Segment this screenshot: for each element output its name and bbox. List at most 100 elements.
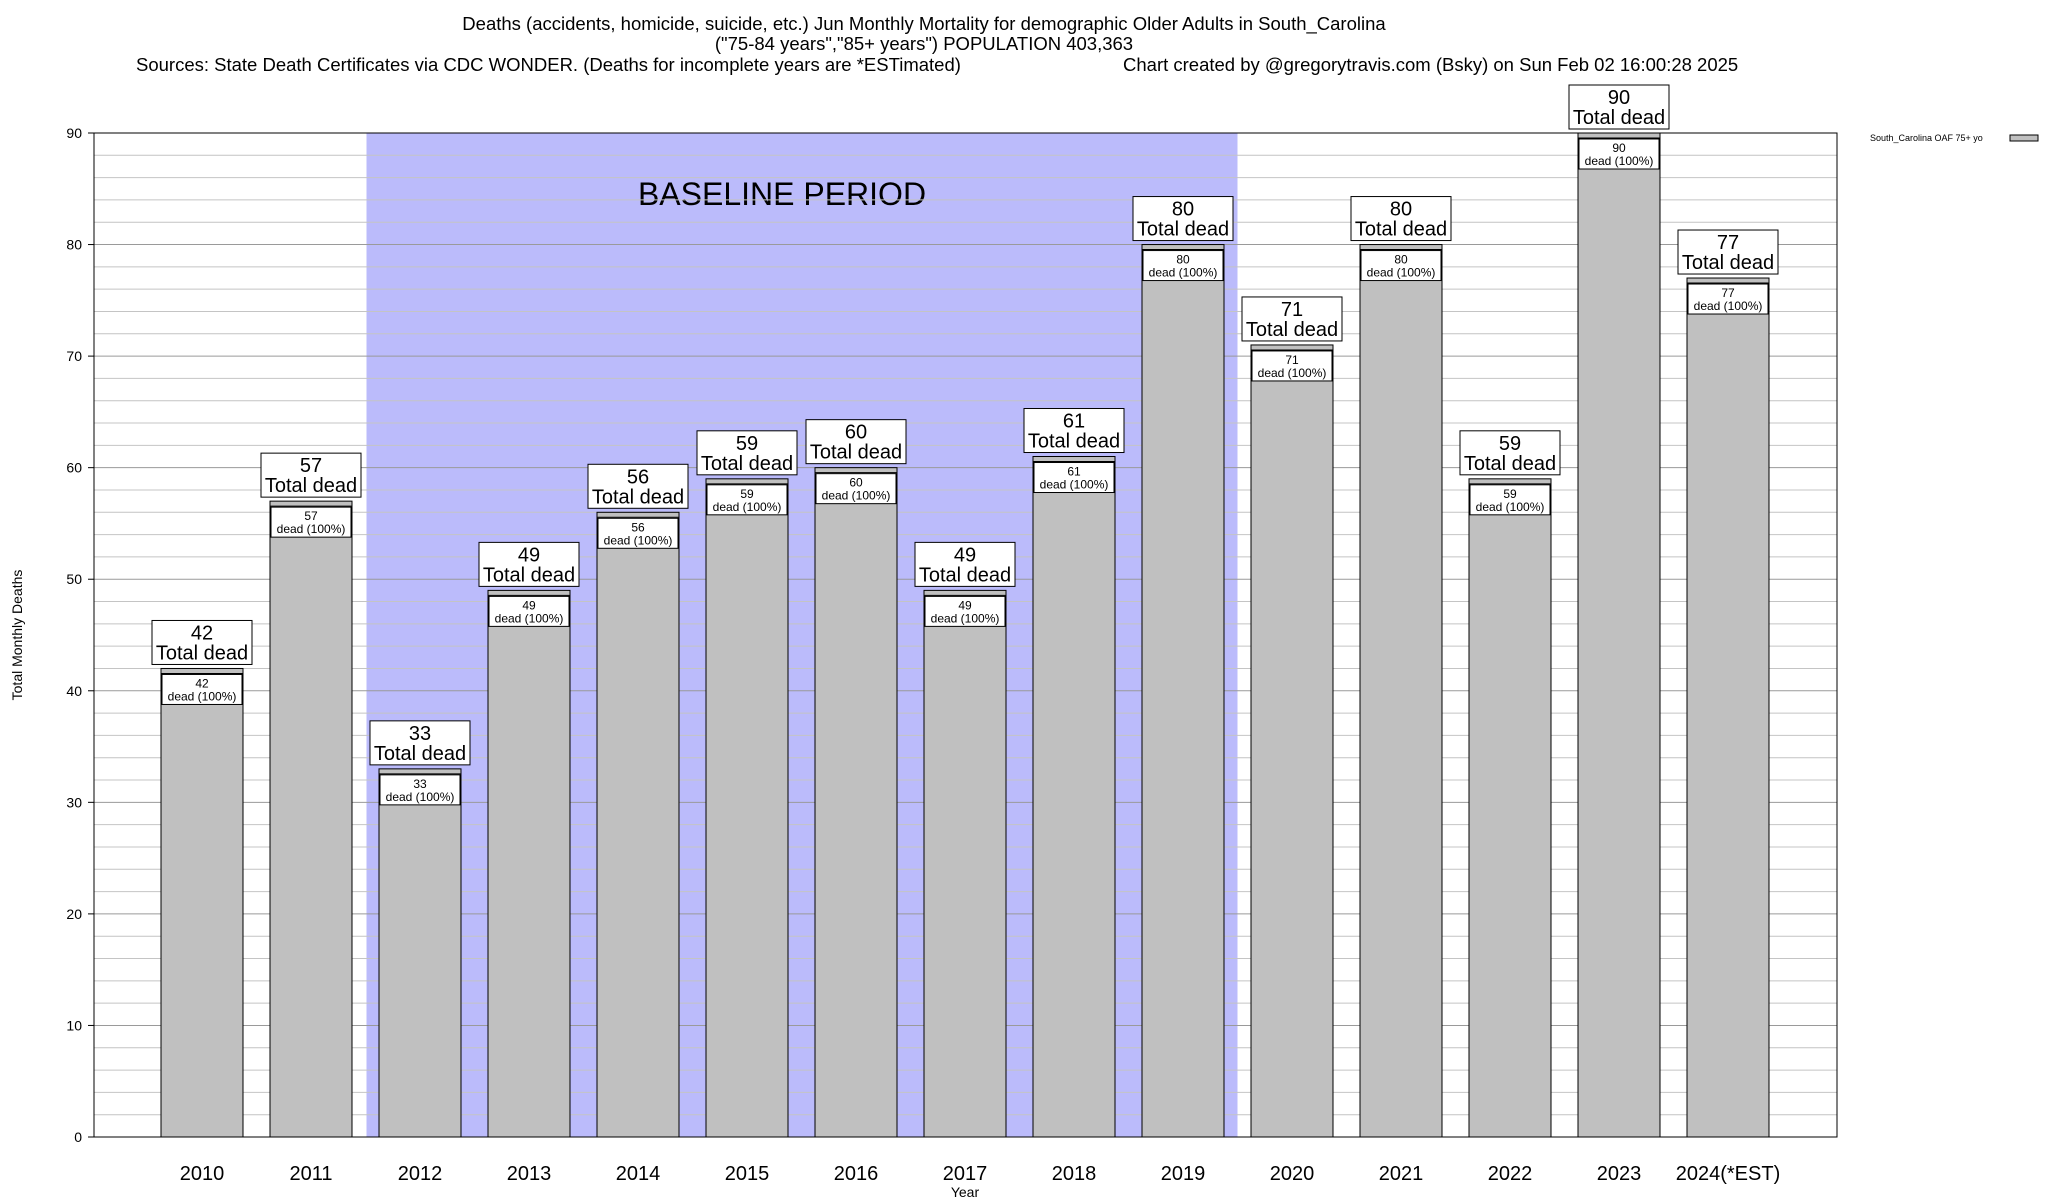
y-tick-label: 0 bbox=[74, 1129, 82, 1145]
inner-value-label: 59 bbox=[740, 487, 754, 501]
inner-label-box bbox=[815, 473, 897, 505]
total-dead-label: Total dead bbox=[1246, 319, 1338, 341]
total-label-box bbox=[1677, 229, 1779, 275]
inner-value-label: 80 bbox=[1394, 253, 1408, 267]
inner-value-label: 61 bbox=[1067, 465, 1081, 479]
bar-2019 bbox=[1141, 244, 1225, 1138]
bar-2016 bbox=[814, 467, 898, 1138]
total-value-label: 90 bbox=[1608, 87, 1630, 109]
total-value-label: 80 bbox=[1390, 199, 1412, 221]
inner-label-box bbox=[1033, 462, 1115, 494]
inner-percent-label: dead (100%) bbox=[822, 489, 891, 503]
total-label-box bbox=[478, 541, 580, 587]
inner-percent-label: dead (100%) bbox=[1694, 299, 1763, 313]
total-dead-label: Total dead bbox=[1573, 107, 1665, 129]
y-tick-label: 30 bbox=[66, 794, 82, 810]
inner-label-box bbox=[1251, 350, 1333, 382]
total-dead-label: Total dead bbox=[919, 564, 1011, 586]
inner-percent-label: dead (100%) bbox=[386, 790, 455, 804]
x-tick-label: 2016 bbox=[834, 1163, 879, 1185]
y-tick-label: 40 bbox=[66, 683, 82, 699]
plot-frame bbox=[93, 132, 1838, 1138]
total-label-box bbox=[1023, 408, 1125, 454]
bar-2014 bbox=[596, 511, 680, 1138]
inner-value-label: 42 bbox=[195, 676, 209, 690]
inner-percent-label: dead (100%) bbox=[168, 689, 237, 703]
bar-2023 bbox=[1577, 132, 1661, 1138]
total-dead-label: Total dead bbox=[810, 442, 902, 464]
total-label-box bbox=[151, 619, 253, 665]
total-value-label: 49 bbox=[518, 544, 540, 566]
inner-label-box bbox=[1578, 138, 1660, 170]
total-value-label: 71 bbox=[1281, 299, 1303, 321]
inner-label-box bbox=[1469, 484, 1551, 516]
x-tick-label: 2019 bbox=[1161, 1163, 1206, 1185]
inner-percent-label: dead (100%) bbox=[713, 500, 782, 514]
total-label-box bbox=[805, 419, 907, 465]
inner-label-box bbox=[597, 517, 679, 549]
total-label-box bbox=[260, 452, 362, 498]
inner-percent-label: dead (100%) bbox=[1149, 266, 1218, 280]
total-label-box bbox=[696, 430, 798, 476]
total-dead-label: Total dead bbox=[701, 453, 793, 475]
total-label-box bbox=[369, 720, 471, 766]
total-dead-label: Total dead bbox=[1355, 219, 1447, 241]
inner-label-box bbox=[1142, 250, 1224, 282]
legend-swatch bbox=[2009, 134, 2039, 142]
x-tick-label: 2021 bbox=[1379, 1163, 1424, 1185]
total-dead-label: Total dead bbox=[156, 642, 248, 664]
total-label-box bbox=[1568, 84, 1670, 130]
x-tick-label: 2022 bbox=[1488, 1163, 1533, 1185]
legend-entry-label: South_Carolina OAF 75+ yo bbox=[1870, 133, 1983, 143]
inner-percent-label: dead (100%) bbox=[604, 533, 673, 547]
inner-value-label: 71 bbox=[1285, 353, 1299, 367]
y-tick-label: 60 bbox=[66, 460, 82, 476]
bar-2021 bbox=[1359, 244, 1443, 1138]
inner-value-label: 80 bbox=[1176, 253, 1190, 267]
bar-2017 bbox=[923, 589, 1007, 1138]
x-tick-label: 2010 bbox=[180, 1163, 225, 1185]
inner-percent-label: dead (100%) bbox=[277, 522, 346, 536]
x-tick-label: 2017 bbox=[943, 1163, 988, 1185]
total-label-box bbox=[587, 463, 689, 509]
y-tick-label: 70 bbox=[66, 348, 82, 364]
total-label-box bbox=[1350, 196, 1452, 242]
total-value-label: 49 bbox=[954, 544, 976, 566]
x-tick-label: 2023 bbox=[1597, 1163, 1642, 1185]
bar-2015 bbox=[705, 478, 789, 1138]
total-dead-label: Total dead bbox=[374, 743, 466, 765]
y-tick-label: 50 bbox=[66, 571, 82, 587]
y-tick-label: 20 bbox=[66, 906, 82, 922]
x-tick-label: 2015 bbox=[725, 1163, 770, 1185]
inner-value-label: 49 bbox=[958, 598, 972, 612]
x-tick-label: 2024(*EST) bbox=[1676, 1163, 1781, 1185]
y-tick-label: 90 bbox=[66, 125, 82, 141]
total-dead-label: Total dead bbox=[1137, 219, 1229, 241]
chart-subtitle: ("75-84 years","85+ years") POPULATION 4… bbox=[714, 33, 1134, 54]
total-value-label: 57 bbox=[300, 455, 322, 477]
inner-value-label: 77 bbox=[1721, 286, 1735, 300]
total-value-label: 77 bbox=[1717, 232, 1739, 254]
x-tick-label: 2018 bbox=[1052, 1163, 1097, 1185]
inner-percent-label: dead (100%) bbox=[1476, 500, 1545, 514]
x-tick-label: 2012 bbox=[398, 1163, 443, 1185]
x-axis-title: Year bbox=[951, 1184, 980, 1200]
bar-2013 bbox=[487, 589, 571, 1138]
inner-value-label: 60 bbox=[849, 476, 863, 490]
inner-label-box bbox=[161, 673, 243, 705]
inner-label-box bbox=[1360, 250, 1442, 282]
total-label-box bbox=[1132, 196, 1234, 242]
inner-value-label: 33 bbox=[413, 777, 427, 791]
chart-title: Deaths (accidents, homicide, suicide, et… bbox=[462, 13, 1386, 34]
total-value-label: 59 bbox=[1499, 433, 1521, 455]
x-tick-label: 2011 bbox=[289, 1163, 332, 1185]
inner-percent-label: dead (100%) bbox=[1585, 154, 1654, 168]
y-tick-label: 80 bbox=[66, 237, 82, 253]
bar-2018 bbox=[1032, 456, 1116, 1138]
total-dead-label: Total dead bbox=[1682, 252, 1774, 274]
x-tick-label: 2020 bbox=[1270, 1163, 1315, 1185]
total-dead-label: Total dead bbox=[265, 475, 357, 497]
bar-2022 bbox=[1468, 478, 1552, 1138]
total-dead-label: Total dead bbox=[1028, 431, 1120, 453]
